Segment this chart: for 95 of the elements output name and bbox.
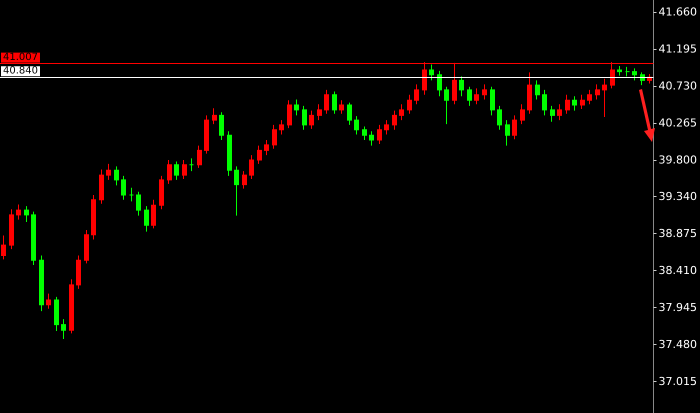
candlestick — [625, 66, 630, 77]
candlestick — [144, 206, 149, 232]
candlestick — [84, 229, 89, 264]
candlestick — [354, 116, 359, 135]
candlestick — [189, 158, 194, 172]
candlestick — [414, 84, 419, 105]
candlestick — [490, 86, 495, 116]
ref-line-label: 41.007 — [3, 52, 38, 64]
candlestick — [332, 91, 337, 114]
candlestick — [287, 100, 292, 129]
candlestick — [9, 208, 14, 250]
candlestick — [249, 154, 254, 180]
y-tick-label: 39.340 — [658, 190, 698, 204]
candlestick — [46, 293, 51, 310]
candlestick — [121, 175, 126, 200]
candlestick — [39, 254, 44, 312]
candlestick — [279, 120, 284, 135]
candlestick — [527, 72, 532, 114]
candlestick — [632, 68, 637, 81]
candlestick — [129, 187, 134, 202]
candlestick — [339, 100, 344, 114]
candlestick — [204, 114, 209, 154]
candlestick — [99, 168, 104, 204]
y-tick-label: 39.800 — [658, 153, 698, 166]
candlestick — [31, 211, 36, 266]
candlestick — [557, 104, 562, 121]
candlestick — [106, 163, 111, 180]
candlestick — [136, 191, 141, 216]
y-tick-label: 40.730 — [658, 79, 698, 92]
candlestick — [294, 98, 299, 116]
candlestick — [16, 204, 21, 220]
candlestick — [362, 126, 367, 141]
candlestick — [24, 206, 29, 223]
candlestick — [242, 170, 247, 190]
candlestick — [587, 89, 592, 105]
y-tick-label: 37.480 — [658, 338, 698, 352]
candlestick — [324, 89, 329, 114]
candlestick — [482, 84, 487, 100]
candlestick — [257, 145, 262, 164]
candlestick — [227, 130, 232, 176]
candlestick — [69, 278, 74, 334]
candlestick — [219, 112, 224, 141]
y-tick-label: 41.195 — [658, 42, 698, 56]
candlestick — [309, 110, 314, 130]
candlestick — [347, 102, 352, 126]
candlestick — [474, 88, 479, 105]
candlestick — [572, 96, 577, 112]
y-tick-label: 41.660 — [658, 5, 698, 18]
candlestick — [234, 166, 239, 216]
candlestick — [565, 94, 570, 114]
candlestick — [429, 64, 434, 81]
candlestick — [595, 84, 600, 100]
candlestick — [392, 110, 397, 130]
y-tick-label: 38.875 — [658, 227, 698, 240]
candlestick — [377, 124, 382, 145]
candlestick — [272, 124, 277, 150]
candlestick — [114, 166, 119, 186]
candlestick — [444, 86, 449, 125]
candlestick — [61, 318, 66, 340]
candlestick — [399, 104, 404, 121]
y-tick-label: 38.410 — [658, 264, 698, 278]
candlestick — [91, 194, 96, 240]
candlestick — [182, 159, 187, 180]
y-tick-label: 40.265 — [658, 116, 698, 130]
candlestick — [542, 89, 547, 116]
candlestick — [437, 70, 442, 97]
candlestick — [550, 105, 555, 122]
candlestick — [54, 296, 59, 332]
candlestick — [159, 175, 164, 210]
ref-line-label: 40.840 — [3, 66, 38, 77]
candlestick — [512, 114, 517, 140]
candlestick — [76, 254, 81, 290]
candlestick — [467, 86, 472, 106]
candlestick — [505, 120, 510, 146]
candlestick — [174, 161, 179, 180]
candlestick — [1, 235, 6, 260]
candlestick — [520, 104, 525, 125]
candlestick — [369, 130, 374, 146]
candlestick — [535, 80, 540, 100]
y-tick-label: 37.945 — [658, 301, 698, 314]
candlestick — [459, 76, 464, 97]
candlestick — [317, 104, 322, 121]
candlestick — [407, 94, 412, 114]
candlestick — [302, 105, 307, 130]
candlestick — [264, 140, 269, 156]
candlestick — [602, 78, 607, 118]
y-tick-label: 37.015 — [658, 375, 698, 388]
candlestick — [580, 94, 585, 110]
candlestick — [384, 120, 389, 135]
candlestick — [151, 199, 156, 229]
candlestick — [497, 105, 502, 130]
candlestick — [617, 66, 622, 76]
candlestick — [197, 145, 202, 168]
candlestick — [212, 108, 217, 125]
candlestick — [167, 159, 172, 184]
